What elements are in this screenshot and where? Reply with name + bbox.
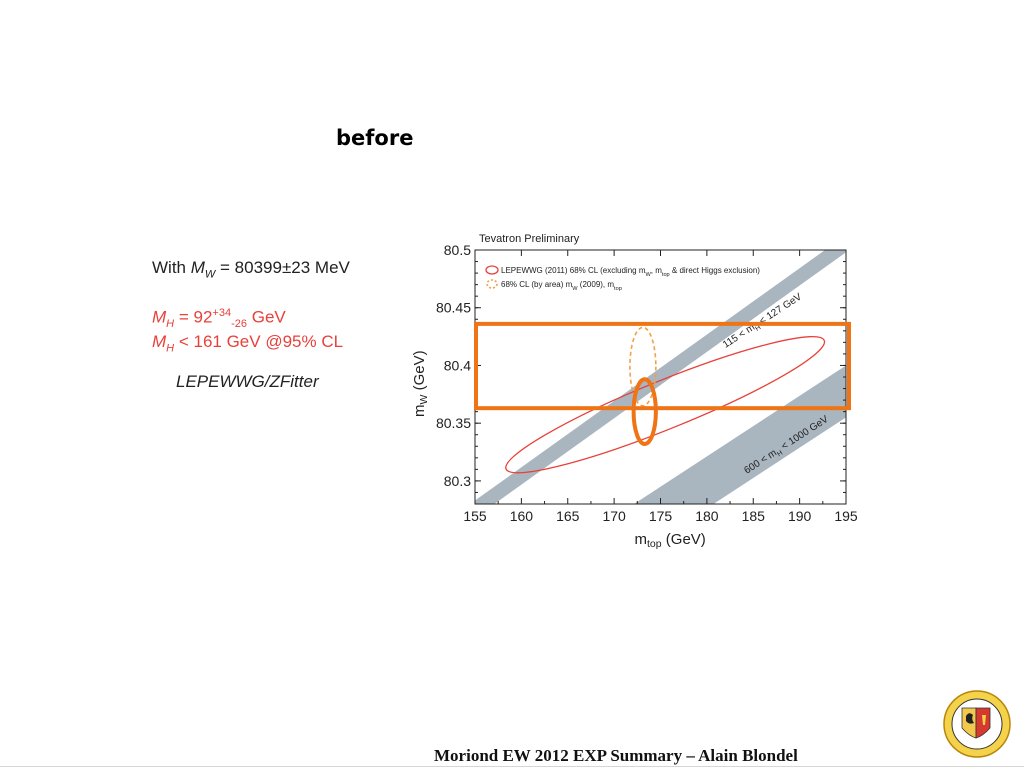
legend-swatch-red <box>485 265 499 275</box>
footer-rule <box>0 766 1024 767</box>
y-axis-label: mW (GeV) <box>411 350 430 417</box>
mh-fit-line: MH = 92+34-26 GeV <box>152 307 286 331</box>
y-tick-label: 80.45 <box>436 300 471 316</box>
legend-swatch-orange <box>486 279 498 289</box>
x-tick-label: 175 <box>649 508 673 524</box>
contour-thick-orange <box>631 377 658 446</box>
y-tick-label: 80.35 <box>436 415 471 431</box>
higgs-band-1 <box>633 365 846 504</box>
y-tick-label: 80.5 <box>444 242 471 258</box>
x-tick-label: 165 <box>556 508 580 524</box>
higgs-band-0 <box>475 250 846 504</box>
x-tick-label: 155 <box>463 508 487 524</box>
source-line: LEPEWWG/ZFitter <box>176 372 319 391</box>
x-tick-label: 185 <box>742 508 766 524</box>
y-tick-label: 80.3 <box>444 473 471 489</box>
highlight-box <box>474 321 851 411</box>
y-tick-label: 80.4 <box>444 357 471 373</box>
university-seal-icon <box>943 690 1011 758</box>
x-tick-label: 180 <box>695 508 719 524</box>
mw-vs-mtop-chart: 155 160 165 170 175 180 185 190 195 80.3 80.35 80.4… <box>411 233 858 550</box>
mh-limit-line: MH < 161 GeV @95% CL <box>152 332 344 355</box>
slide-footer: Moriond EW 2012 EXP Summary – Alain Blon… <box>434 746 798 765</box>
legend-entry: LEPEWWG (2011) 68% CL (excluding mW, mto… <box>501 266 760 278</box>
x-axis-label: mtop (GeV) <box>635 531 706 550</box>
mw-input-line: With MW = 80399±23 MeV <box>152 258 350 281</box>
x-tick-label: 170 <box>602 508 626 524</box>
x-tick-label: 190 <box>788 508 812 524</box>
slide-title: before <box>336 126 414 150</box>
contour-solid-red <box>505 335 826 474</box>
x-tick-label: 160 <box>510 508 534 524</box>
legend-entry: 68% CL (by area) mW (2009), mtop <box>501 280 622 292</box>
x-tick-label: 195 <box>834 508 858 524</box>
chart-title: Tevatron Preliminary <box>479 233 580 245</box>
